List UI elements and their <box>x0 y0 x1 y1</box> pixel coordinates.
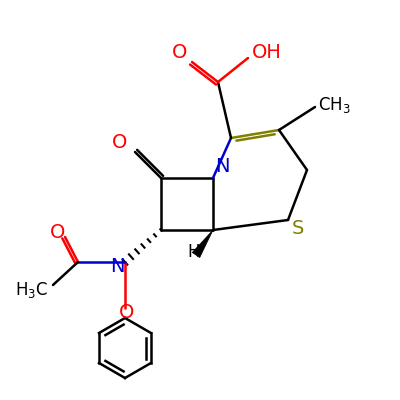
Polygon shape <box>192 230 213 258</box>
Text: S: S <box>292 218 304 238</box>
Text: O: O <box>119 302 135 322</box>
Text: O: O <box>172 44 188 62</box>
Text: H$_3$C: H$_3$C <box>15 280 48 300</box>
Text: N: N <box>215 158 229 176</box>
Text: H: H <box>188 243 200 261</box>
Text: N: N <box>110 258 124 276</box>
Text: O: O <box>112 134 128 152</box>
Text: O: O <box>50 222 66 242</box>
Text: OH: OH <box>252 44 282 62</box>
Text: CH$_3$: CH$_3$ <box>318 95 351 115</box>
